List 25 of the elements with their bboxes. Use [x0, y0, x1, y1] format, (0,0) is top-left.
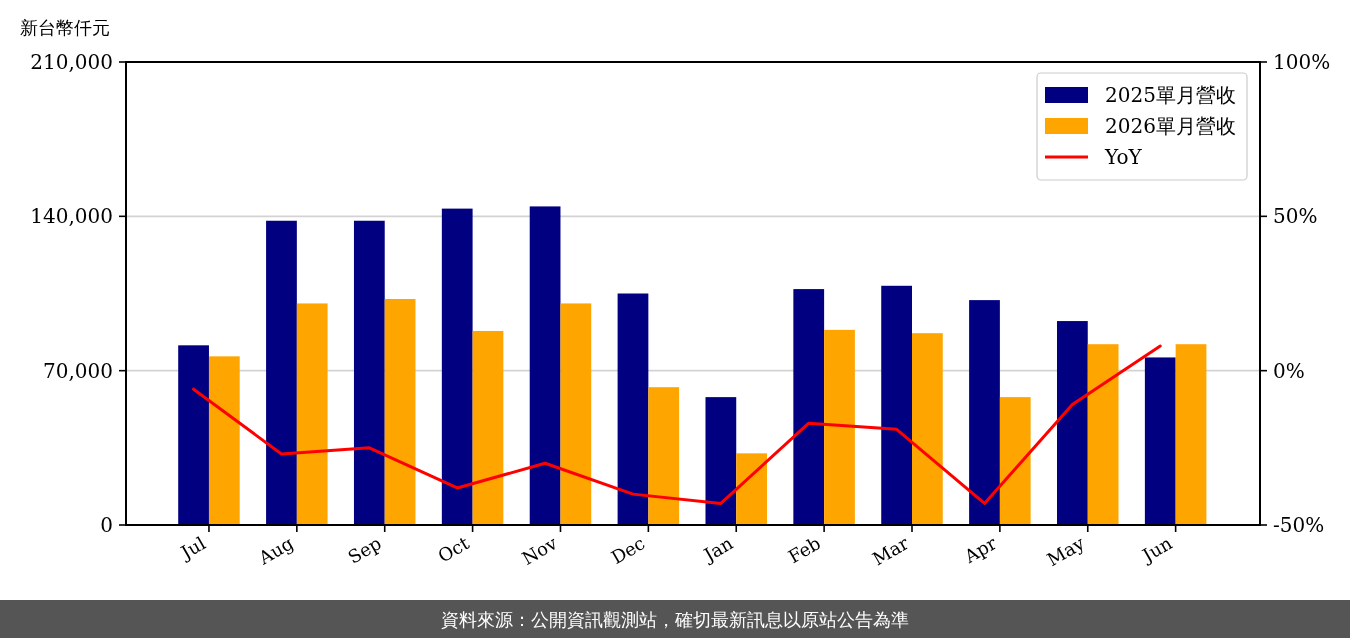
legend-label: YoY [1104, 145, 1143, 169]
ylabel: 新台幣仟元 [20, 17, 110, 38]
x-tick-label: May [1043, 531, 1089, 571]
x-tick-label: Aug [254, 532, 297, 570]
x-tick-label: Nov [518, 531, 562, 569]
legend-label: 2025單月營收 [1105, 83, 1236, 107]
annotation: 資料來源：公開資訊觀測站，確切最新訊息以原站公告為準 [441, 609, 909, 630]
x-tick-label: Jan [698, 532, 737, 567]
x-tick-label: Jul [175, 532, 210, 564]
y-tick-label: 210,000 [30, 50, 113, 74]
x-tick-label: Dec [607, 532, 649, 569]
x-tick-label: Oct [434, 531, 474, 567]
y-tick-label: 140,000 [30, 204, 113, 229]
x-tick-label: Sep [344, 532, 385, 568]
x-tick-label: Apr [959, 532, 1001, 568]
x-tick-label: Jun [1137, 532, 1176, 567]
y2-tick-label: -50% [1273, 513, 1325, 537]
y-tick-label: 70,000 [43, 358, 113, 383]
x-tick-label: Mar [868, 532, 913, 570]
legend-label: 2026單月營收 [1105, 114, 1236, 138]
y2-tick-label: 50% [1273, 204, 1318, 229]
y2-tick-label: 100% [1273, 50, 1331, 74]
x-tick-label: Feb [784, 532, 825, 568]
y-tick-label: 0 [100, 513, 113, 537]
y2-tick-label: 0% [1273, 358, 1305, 383]
